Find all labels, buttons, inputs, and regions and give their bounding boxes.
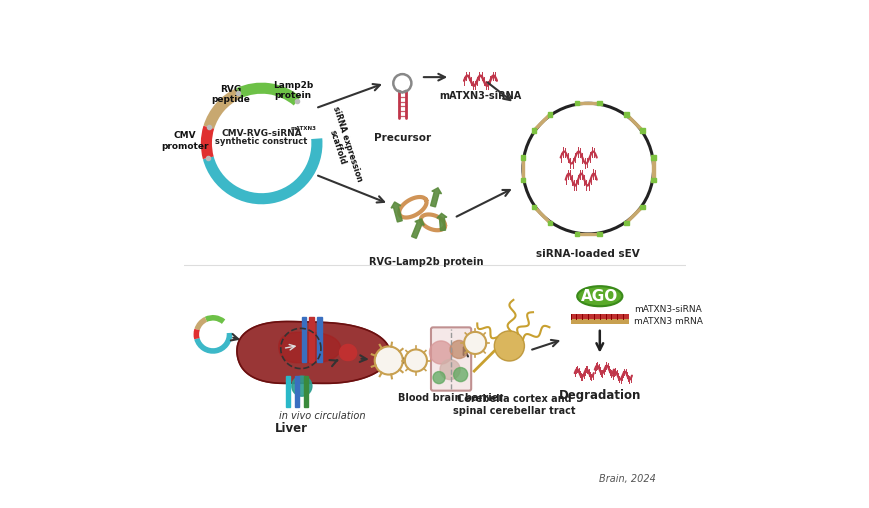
Circle shape	[449, 340, 468, 359]
Polygon shape	[295, 375, 299, 407]
Text: RVG-Lamp2b protein: RVG-Lamp2b protein	[368, 257, 483, 267]
Polygon shape	[597, 101, 601, 106]
Polygon shape	[533, 206, 550, 224]
Polygon shape	[521, 178, 525, 182]
Text: synthetic construct: synthetic construct	[216, 137, 308, 146]
Text: AGO: AGO	[580, 289, 618, 304]
Polygon shape	[339, 344, 356, 361]
Polygon shape	[574, 101, 579, 106]
Text: Brain, 2024: Brain, 2024	[599, 474, 655, 484]
Circle shape	[291, 376, 312, 396]
Polygon shape	[430, 188, 441, 207]
Polygon shape	[531, 128, 535, 133]
Circle shape	[375, 346, 402, 374]
Polygon shape	[651, 178, 655, 182]
Polygon shape	[547, 220, 552, 225]
Circle shape	[453, 368, 468, 382]
Text: siRNA expression
scaffold: siRNA expression scaffold	[321, 106, 363, 186]
Polygon shape	[436, 213, 447, 231]
Polygon shape	[624, 112, 628, 117]
Polygon shape	[576, 233, 599, 235]
Circle shape	[404, 350, 427, 371]
Text: siRNA-loaded sEV: siRNA-loaded sEV	[536, 249, 640, 259]
Circle shape	[463, 332, 486, 354]
Text: Degradation: Degradation	[558, 389, 640, 402]
Text: Liver: Liver	[275, 422, 308, 435]
Text: mATXN3: mATXN3	[290, 126, 316, 131]
Text: CMV
promoter: CMV promoter	[162, 131, 209, 151]
Polygon shape	[625, 114, 642, 131]
Circle shape	[433, 371, 445, 384]
Polygon shape	[533, 114, 550, 131]
Text: CMV-RVG-siRNA: CMV-RVG-siRNA	[221, 129, 302, 138]
Text: RVG
peptide: RVG peptide	[211, 84, 249, 104]
FancyBboxPatch shape	[430, 327, 471, 391]
Polygon shape	[278, 332, 340, 363]
Polygon shape	[547, 112, 552, 117]
Polygon shape	[574, 232, 579, 236]
Text: Lamp2b
protein: Lamp2b protein	[272, 81, 313, 101]
Polygon shape	[302, 317, 306, 362]
Text: Cerebella cortex and
spinal cerebellar tract: Cerebella cortex and spinal cerebellar t…	[453, 394, 575, 416]
Bar	[570, 314, 628, 320]
Polygon shape	[236, 322, 389, 384]
Polygon shape	[391, 202, 401, 222]
Polygon shape	[521, 157, 523, 180]
Polygon shape	[303, 375, 308, 407]
Text: in vivo circulation: in vivo circulation	[278, 411, 365, 421]
Polygon shape	[309, 317, 314, 362]
Text: mATXN3-siRNA: mATXN3-siRNA	[439, 91, 521, 101]
Circle shape	[494, 331, 524, 361]
Ellipse shape	[576, 286, 621, 306]
Polygon shape	[624, 220, 628, 225]
Polygon shape	[411, 219, 424, 238]
Polygon shape	[531, 205, 535, 209]
Text: Precursor: Precursor	[374, 134, 430, 143]
Polygon shape	[597, 232, 601, 236]
Polygon shape	[640, 128, 644, 133]
Polygon shape	[521, 155, 525, 160]
Polygon shape	[652, 157, 653, 180]
Circle shape	[440, 360, 460, 379]
Circle shape	[429, 341, 452, 364]
Polygon shape	[576, 102, 599, 104]
Text: Blood brain barrier: Blood brain barrier	[398, 393, 503, 403]
Polygon shape	[285, 375, 289, 407]
Polygon shape	[625, 206, 642, 224]
Text: mATXN3 mRNA: mATXN3 mRNA	[634, 317, 702, 326]
Polygon shape	[316, 317, 322, 362]
Polygon shape	[651, 155, 655, 160]
Bar	[570, 320, 628, 324]
Polygon shape	[640, 205, 644, 209]
Text: mATXN3-siRNA: mATXN3-siRNA	[634, 305, 701, 314]
